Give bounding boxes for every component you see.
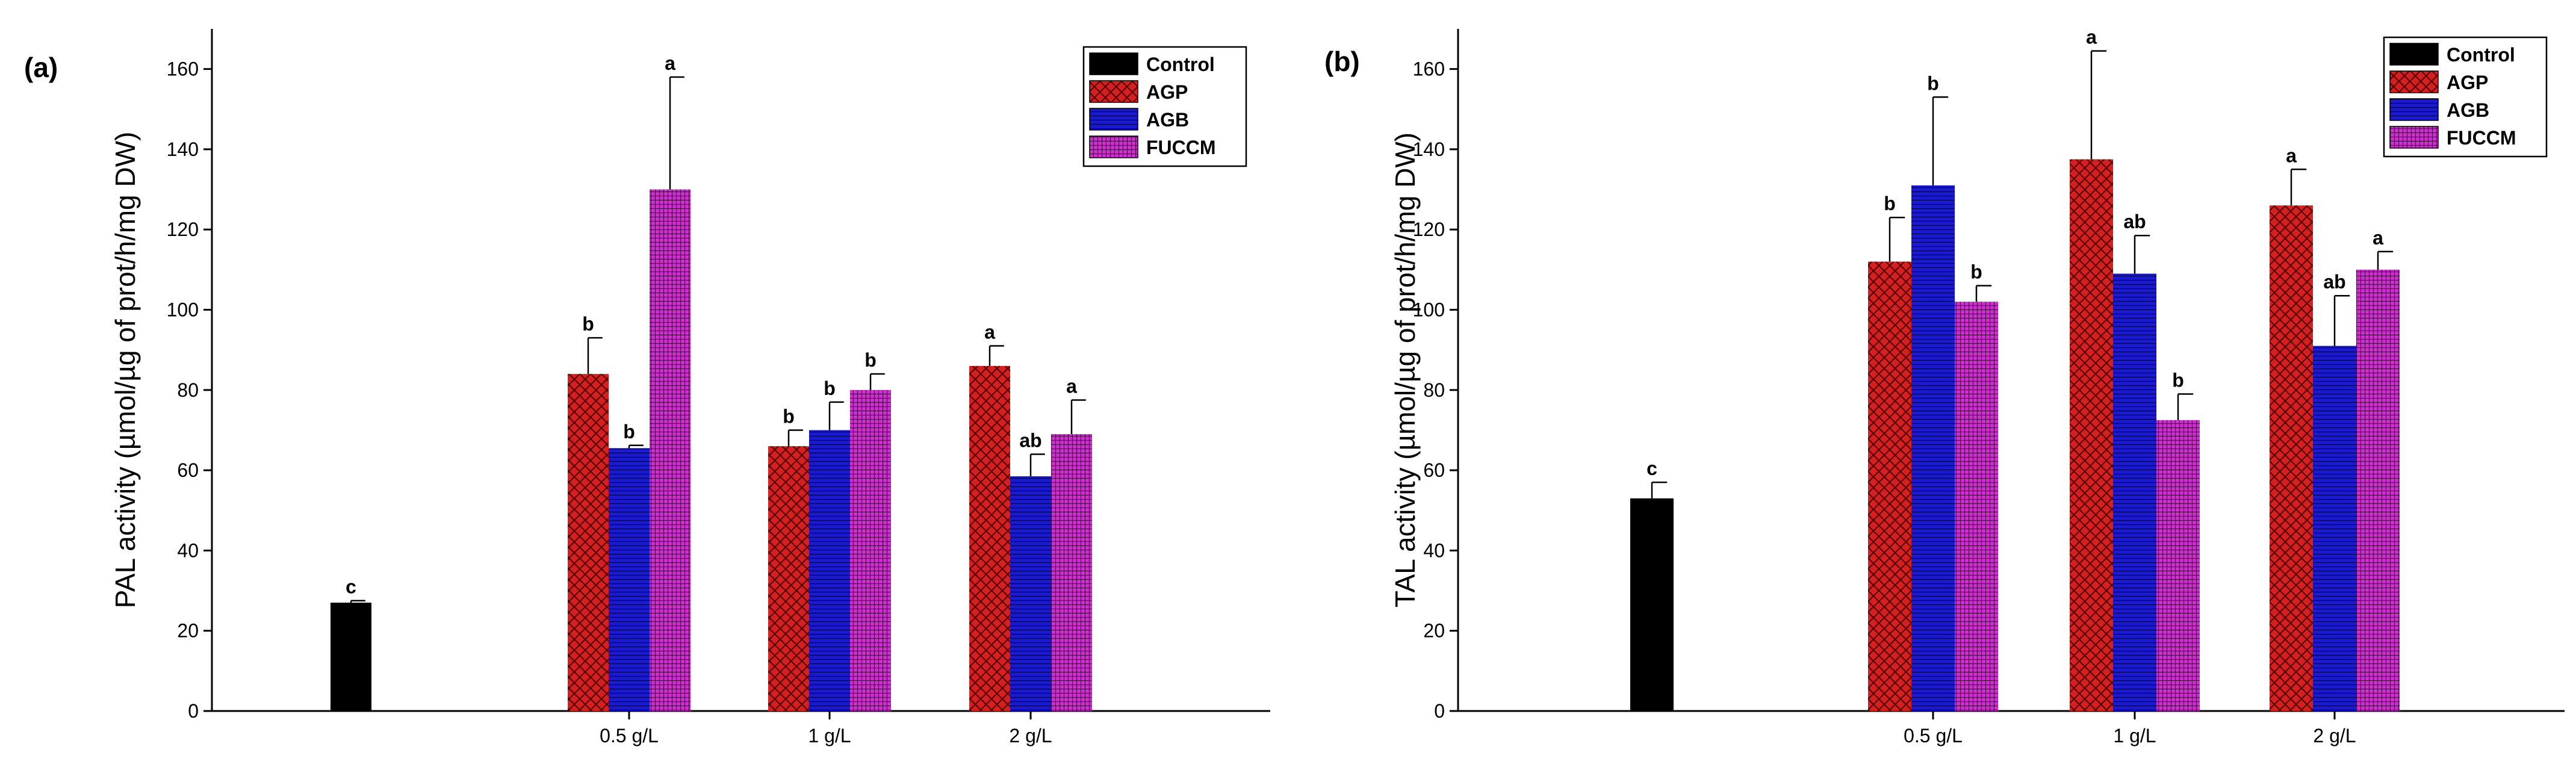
legend-label-control: Control [2447, 44, 2515, 66]
bar-fuccm [2156, 420, 2200, 711]
chart-pal-activity: 0 20 40 60 80 100 120 140 160 PAL activity (µmol/… [24, 29, 1270, 747]
y-tick-label: 0 [188, 700, 199, 722]
bar-fuccm [850, 390, 891, 711]
bar-fuccm [2356, 269, 2400, 712]
significance-label: b [1927, 72, 1939, 94]
bar-agp [2270, 205, 2313, 711]
bar-agb [1911, 185, 1955, 711]
bar-agp [768, 446, 809, 711]
legend-swatch-agp [2389, 70, 2439, 93]
x-tick-label: 1 g/L [2113, 725, 2156, 747]
significance-label: b [824, 377, 836, 399]
bar-agb [809, 430, 850, 711]
bar-control [1630, 498, 1674, 711]
bar-fuccm [650, 189, 691, 711]
significance-label: c [1646, 458, 1657, 479]
y-tick-label: 100 [167, 299, 199, 321]
significance-label: a [984, 321, 995, 343]
chart-tal-activity: 0 20 40 60 80 100 120 140 160 TAL activity (µmol/… [1324, 26, 2565, 747]
legend-label-fuccm: FUCCM [2447, 127, 2516, 149]
y-tick-label: 40 [177, 539, 199, 561]
bar-fuccm [1051, 434, 1092, 711]
x-tick-label: 0.5 g/L [1904, 725, 1963, 747]
y-tick-label: 140 [167, 138, 199, 160]
y-axis-label: PAL activity (µmol/µg of prot/h/mg DW) [110, 132, 141, 609]
bar-agb [2113, 273, 2156, 711]
y-tick-label: 100 [1413, 299, 1445, 321]
y-axis-label: TAL activity (µmol/µg of prot/h/mg DW) [1389, 132, 1421, 607]
significance-label: a [1066, 375, 1077, 397]
significance-label: ab [2123, 211, 2146, 232]
y-tick-label: 20 [177, 620, 199, 642]
legend-label-agb: AGB [1146, 109, 1189, 131]
significance-label: a [665, 52, 675, 74]
legend-swatch-agb [1089, 108, 1138, 131]
y-tick-label: 60 [177, 459, 199, 481]
legend-label-agb: AGB [2447, 99, 2489, 121]
y-tick-label: 160 [167, 58, 199, 80]
bar-agb [1010, 476, 1051, 711]
legend-swatch-control [2389, 43, 2439, 66]
y-tick-label: 80 [1423, 379, 1445, 401]
significance-label: b [864, 349, 877, 371]
y-tick-label: 160 [1413, 58, 1445, 80]
x-tick-label: 0.5 g/L [600, 725, 659, 747]
y-tick-label: 140 [1413, 138, 1445, 160]
legend-swatch-agb [2389, 98, 2439, 121]
y-tick-label: 120 [1413, 219, 1445, 240]
significance-label: b [1884, 193, 1896, 214]
legend-swatch-control [1089, 52, 1138, 75]
legend-swatch-fuccm [2389, 126, 2439, 149]
significance-label: a [2286, 144, 2297, 166]
legend-label-fuccm: FUCCM [1146, 137, 1216, 158]
legend-label-agp: AGP [2447, 72, 2488, 93]
legend-swatch-fuccm [1089, 135, 1138, 158]
bar-control [331, 603, 371, 711]
significance-label: ab [2323, 271, 2345, 293]
significance-label: a [2086, 26, 2097, 48]
significance-label: ab [1019, 429, 1041, 451]
significance-label: b [2172, 369, 2184, 391]
significance-label: a [2373, 227, 2383, 249]
legend-label-agp: AGP [1146, 81, 1188, 103]
legend-label-control: Control [1146, 54, 1215, 75]
bar-fuccm [1955, 302, 1998, 711]
significance-label: b [1970, 261, 1982, 283]
y-tick-label: 120 [167, 219, 199, 240]
bar-agp [1868, 261, 1911, 711]
x-tick-label: 2 g/L [1009, 725, 1052, 747]
y-tick-label: 60 [1423, 459, 1445, 481]
bar-agb [609, 448, 650, 711]
panel-label: (b) [1324, 46, 1360, 77]
panel-label: (a) [24, 52, 58, 83]
significance-label: b [623, 421, 635, 442]
bar-agp [969, 365, 1010, 711]
y-tick-label: 0 [1434, 700, 1445, 722]
significance-label: b [783, 405, 795, 427]
y-tick-label: 20 [1423, 620, 1445, 642]
x-tick-label: 2 g/L [2313, 725, 2356, 747]
bar-agp [568, 374, 609, 711]
legend-swatch-agp [1089, 80, 1138, 103]
significance-label: b [582, 313, 594, 335]
bar-agb [2313, 346, 2356, 711]
significance-label: c [346, 576, 356, 598]
y-tick-label: 80 [177, 379, 199, 401]
x-tick-label: 1 g/L [808, 725, 851, 747]
y-tick-label: 40 [1423, 539, 1445, 561]
bar-agp [2070, 159, 2113, 712]
